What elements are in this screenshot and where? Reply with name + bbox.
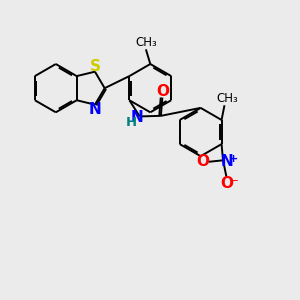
Text: O: O — [196, 154, 209, 169]
Text: ⁻: ⁻ — [232, 177, 238, 190]
Text: CH₃: CH₃ — [135, 36, 157, 49]
Text: +: + — [229, 154, 238, 164]
Text: O: O — [220, 176, 233, 191]
Text: H: H — [126, 116, 137, 129]
Text: CH₃: CH₃ — [217, 92, 238, 105]
Text: N: N — [131, 110, 144, 125]
Text: O: O — [156, 84, 169, 99]
Text: N: N — [88, 103, 101, 118]
Text: N: N — [220, 154, 233, 169]
Text: S: S — [90, 59, 101, 74]
